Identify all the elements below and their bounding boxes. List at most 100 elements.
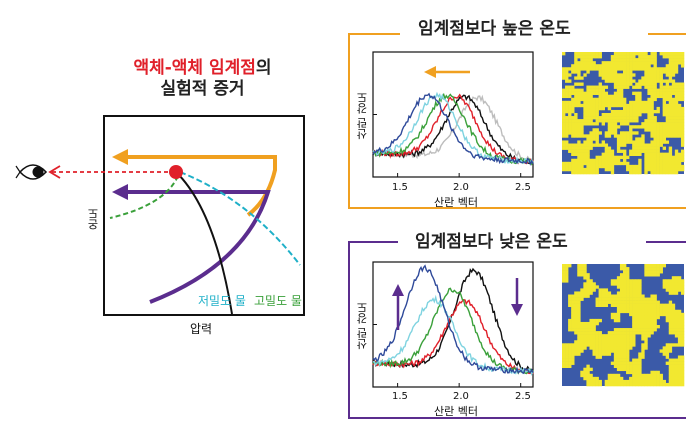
density-cell bbox=[674, 85, 679, 89]
bottom-tick-2: 2.0 bbox=[453, 391, 469, 402]
density-cell bbox=[668, 167, 673, 172]
density-cell bbox=[659, 270, 663, 274]
density-cell bbox=[595, 331, 599, 335]
density-cell bbox=[665, 67, 670, 71]
density-cell bbox=[592, 67, 596, 71]
density-cell bbox=[626, 352, 630, 356]
density-cell bbox=[668, 119, 673, 123]
density-cell bbox=[656, 73, 660, 77]
density-cell bbox=[604, 67, 609, 71]
density-cell bbox=[577, 161, 581, 166]
density-cell bbox=[656, 325, 660, 329]
density-cell bbox=[653, 91, 657, 95]
density-cell bbox=[562, 361, 566, 365]
density-cell bbox=[598, 64, 602, 68]
density-cell bbox=[635, 382, 639, 387]
density-cell bbox=[665, 161, 670, 166]
density-cell bbox=[571, 315, 575, 320]
density-cell bbox=[616, 103, 621, 108]
density-cell bbox=[607, 161, 612, 166]
density-cell bbox=[619, 367, 624, 372]
density-cell bbox=[580, 149, 584, 153]
density-cell bbox=[574, 128, 578, 132]
density-cell bbox=[623, 103, 627, 108]
density-cell bbox=[647, 267, 651, 271]
density-cell bbox=[601, 349, 605, 353]
density-cell bbox=[568, 161, 572, 166]
density-cell bbox=[671, 276, 676, 280]
density-cell bbox=[613, 334, 618, 338]
density-cell bbox=[626, 116, 630, 120]
density-cell bbox=[568, 349, 572, 353]
density-cell bbox=[577, 337, 581, 341]
density-cell bbox=[626, 334, 630, 338]
density-cell bbox=[562, 113, 566, 117]
density-cell bbox=[571, 294, 575, 298]
density-cell bbox=[665, 288, 670, 292]
density-cell bbox=[583, 267, 587, 271]
density-cell bbox=[635, 321, 639, 326]
density-cell bbox=[571, 158, 575, 163]
density-cell bbox=[589, 346, 593, 350]
density-cell bbox=[586, 161, 590, 166]
density-cell bbox=[595, 355, 599, 359]
density-cell bbox=[616, 382, 621, 387]
density-cell bbox=[580, 64, 584, 68]
density-cell bbox=[613, 352, 618, 356]
density-cell bbox=[674, 70, 679, 74]
density-cell bbox=[650, 82, 654, 86]
density-cell bbox=[650, 312, 654, 317]
density-cell bbox=[574, 125, 578, 129]
density-cell bbox=[571, 88, 575, 92]
density-cell bbox=[589, 282, 593, 286]
density-cell bbox=[650, 315, 654, 320]
series-line-navy bbox=[372, 264, 534, 375]
density-cell bbox=[653, 97, 657, 102]
density-cell bbox=[668, 125, 673, 129]
density-cell bbox=[674, 52, 679, 56]
density-cell bbox=[568, 91, 572, 95]
density-cell bbox=[613, 131, 618, 135]
density-cell bbox=[668, 170, 673, 175]
density-cell bbox=[583, 337, 587, 341]
density-cell bbox=[680, 82, 685, 86]
density-cell bbox=[635, 358, 639, 362]
density-cell bbox=[619, 343, 624, 347]
density-cell bbox=[595, 106, 599, 111]
density-cell bbox=[680, 140, 685, 144]
density-cell bbox=[641, 373, 645, 378]
critical-point-marker bbox=[169, 165, 183, 179]
density-cell bbox=[586, 373, 590, 378]
density-cell bbox=[680, 382, 685, 387]
density-cell bbox=[671, 119, 676, 123]
density-cell bbox=[571, 146, 575, 150]
density-cell bbox=[635, 58, 639, 62]
density-cell bbox=[610, 131, 615, 135]
density-cell bbox=[653, 76, 657, 80]
density-cell bbox=[632, 294, 636, 298]
density-cell bbox=[586, 97, 590, 102]
density-cell bbox=[623, 116, 627, 120]
density-cell bbox=[601, 73, 605, 77]
density-cell bbox=[626, 109, 630, 114]
density-cell bbox=[580, 288, 584, 292]
density-cell bbox=[589, 97, 593, 102]
density-cell bbox=[650, 125, 654, 129]
density-cell bbox=[680, 337, 685, 341]
density-cell bbox=[674, 164, 679, 169]
density-cell bbox=[641, 306, 645, 311]
density-cell bbox=[571, 152, 575, 156]
density-cell bbox=[677, 282, 682, 286]
density-cell bbox=[580, 155, 584, 160]
density-cell bbox=[644, 343, 648, 347]
density-cell bbox=[671, 306, 676, 311]
density-cell bbox=[616, 113, 621, 117]
density-cell bbox=[580, 343, 584, 347]
density-cell bbox=[604, 337, 609, 341]
density-cell bbox=[577, 67, 581, 71]
density-cell bbox=[632, 340, 636, 344]
density-cell bbox=[595, 303, 599, 307]
density-cell bbox=[571, 128, 575, 132]
density-cell bbox=[623, 267, 627, 271]
density-cell bbox=[568, 79, 572, 83]
